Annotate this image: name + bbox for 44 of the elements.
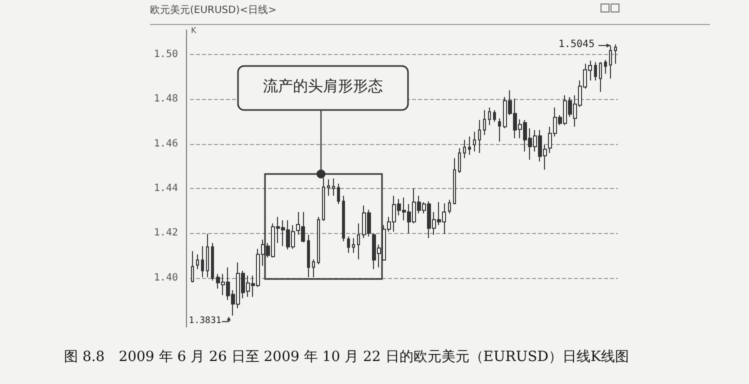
candlestick [609,45,612,80]
candlestick [201,246,204,278]
candlestick [614,44,617,64]
candlestick [307,234,310,278]
candlestick [468,136,471,156]
candlestick [317,216,320,265]
annotation: 流产的头肩形形态 [262,77,384,96]
candlestick [337,183,340,204]
candlestick [463,139,466,159]
candlestick [322,177,325,222]
candlestick [604,59,607,74]
y-tick-label: 1.40 [154,272,178,284]
candlestick [342,195,345,242]
candlestick [488,106,491,126]
candlestick [493,110,496,122]
candlestick [191,250,194,283]
y-tick-label: 1.48 [154,94,178,105]
candlestick [483,110,486,136]
y-tick-label: 1.44 [154,183,178,194]
y-tick-label: 1.46 [154,138,178,150]
candlestick [352,238,355,254]
candlestick [453,158,456,205]
candlestick [478,119,481,154]
candlestick [448,199,451,214]
candlestick [327,178,330,196]
candlestick [332,178,335,196]
candlestick [357,222,360,260]
candlestick [312,258,315,278]
chart-title: 欧元美元(EURUSD)<日线> [150,4,277,17]
candlestick [473,131,476,152]
y-tick-label: 1.50 [154,49,178,60]
candlestick [347,236,350,254]
candlestick [206,233,209,278]
candlestick [196,254,199,270]
candlestick [599,62,602,92]
y-tick-label: 1.42 [154,228,178,239]
candlestick [211,242,214,282]
annotation: 1.3831 [188,316,222,326]
caption: 图 8.8 2009 年 6 月 26 日至 2009 年 10 月 22 日的欧元美元（EURUSD）日线K线图 [64,348,629,366]
candlestick [594,62,597,81]
candlestick [458,148,461,174]
y-axis-title: K [191,26,196,35]
candlestick [498,118,501,142]
annotation: 1.5045 [558,38,595,50]
